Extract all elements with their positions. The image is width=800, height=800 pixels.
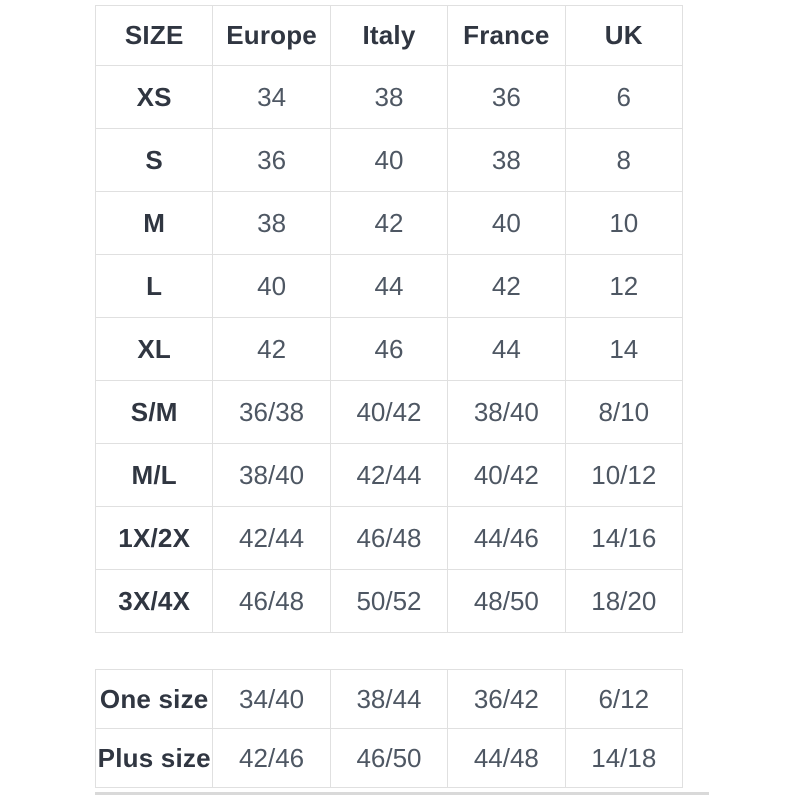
value-cell: 6	[564, 65, 684, 129]
value-cell: 44	[329, 254, 449, 318]
row-label-cell: XS	[94, 65, 214, 129]
bottom-divider	[95, 792, 709, 795]
value-cell: 36/42	[447, 669, 566, 729]
value-cell: 40	[447, 191, 566, 255]
value-cell: 14/16	[564, 506, 684, 570]
row-label-cell: 1X/2X	[94, 506, 214, 570]
value-cell: 8	[564, 128, 684, 192]
value-cell: 36/38	[212, 380, 331, 444]
column-header: UK	[564, 5, 684, 66]
value-cell: 50/52	[329, 569, 449, 633]
value-cell: 46/48	[212, 569, 331, 633]
table-row: S/M 36/38 40/42 38/40 8/10	[94, 380, 684, 444]
value-cell: 38	[212, 191, 331, 255]
table-row: 3X/4X 46/48 50/52 48/50 18/20	[94, 569, 684, 633]
value-cell: 10	[564, 191, 684, 255]
row-label-cell: XL	[94, 317, 214, 381]
row-label-cell: 3X/4X	[94, 569, 214, 633]
value-cell: 14/18	[564, 728, 684, 788]
column-header: Italy	[329, 5, 449, 66]
table-row: 1X/2X 42/44 46/48 44/46 14/16	[94, 506, 684, 570]
value-cell: 34	[212, 65, 331, 129]
table-row: M/L 38/40 42/44 40/42 10/12	[94, 443, 684, 507]
row-label-cell: One size	[94, 669, 214, 729]
value-cell: 42/44	[212, 506, 331, 570]
special-sizes-table: One size 34/40 38/44 36/42 6/12 Plus size 42/4…	[94, 669, 684, 788]
table-row: M 38 42 40 10	[94, 191, 684, 255]
value-cell: 18/20	[564, 569, 684, 633]
value-cell: 38	[329, 65, 449, 129]
value-cell: 40	[212, 254, 331, 318]
table-row: XS 34 38 36 6	[94, 65, 684, 129]
table-row: Plus size 42/46 46/50 44/48 14/18	[94, 728, 684, 788]
table-row: One size 34/40 38/44 36/42 6/12	[94, 669, 684, 729]
value-cell: 40/42	[447, 443, 566, 507]
value-cell: 8/10	[564, 380, 684, 444]
value-cell: 40/42	[329, 380, 449, 444]
value-cell: 36	[447, 65, 566, 129]
table-row: L 40 44 42 12	[94, 254, 684, 318]
row-label-cell: M	[94, 191, 214, 255]
special-sizes-table-body: One size 34/40 38/44 36/42 6/12 Plus size 42/4…	[94, 669, 684, 788]
value-cell: 14	[564, 317, 684, 381]
value-cell: 6/12	[564, 669, 684, 729]
value-cell: 44/48	[447, 728, 566, 788]
value-cell: 42/46	[212, 728, 331, 788]
value-cell: 42	[329, 191, 449, 255]
value-cell: 48/50	[447, 569, 566, 633]
value-cell: 46/48	[329, 506, 449, 570]
size-conversion-table: SIZE Europe Italy France UK XS 34 38 36 6 S 36 40 38…	[94, 5, 684, 633]
value-cell: 44/46	[447, 506, 566, 570]
row-label-cell: M/L	[94, 443, 214, 507]
value-cell: 46	[329, 317, 449, 381]
value-cell: 38	[447, 128, 566, 192]
value-cell: 42/44	[329, 443, 449, 507]
value-cell: 44	[447, 317, 566, 381]
value-cell: 38/40	[212, 443, 331, 507]
row-label-cell: L	[94, 254, 214, 318]
value-cell: 42	[212, 317, 331, 381]
value-cell: 46/50	[329, 728, 449, 788]
value-cell: 38/40	[447, 380, 566, 444]
row-label-cell: S	[94, 128, 214, 192]
column-header: Europe	[212, 5, 331, 66]
value-cell: 38/44	[329, 669, 449, 729]
value-cell: 36	[212, 128, 331, 192]
table-row: XL 42 46 44 14	[94, 317, 684, 381]
column-header: SIZE	[94, 5, 214, 66]
size-conversion-table-body: XS 34 38 36 6 S 36 40 38 8 M 38 42 40 10 L 40 44 42 12 XL 42 4…	[94, 65, 684, 633]
value-cell: 34/40	[212, 669, 331, 729]
value-cell: 12	[564, 254, 684, 318]
table-row: S 36 40 38 8	[94, 128, 684, 192]
value-cell: 10/12	[564, 443, 684, 507]
row-label-cell: Plus size	[94, 728, 214, 788]
header-row: SIZE Europe Italy France UK	[94, 5, 684, 66]
value-cell: 40	[329, 128, 449, 192]
row-label-cell: S/M	[94, 380, 214, 444]
column-header: France	[447, 5, 566, 66]
value-cell: 42	[447, 254, 566, 318]
